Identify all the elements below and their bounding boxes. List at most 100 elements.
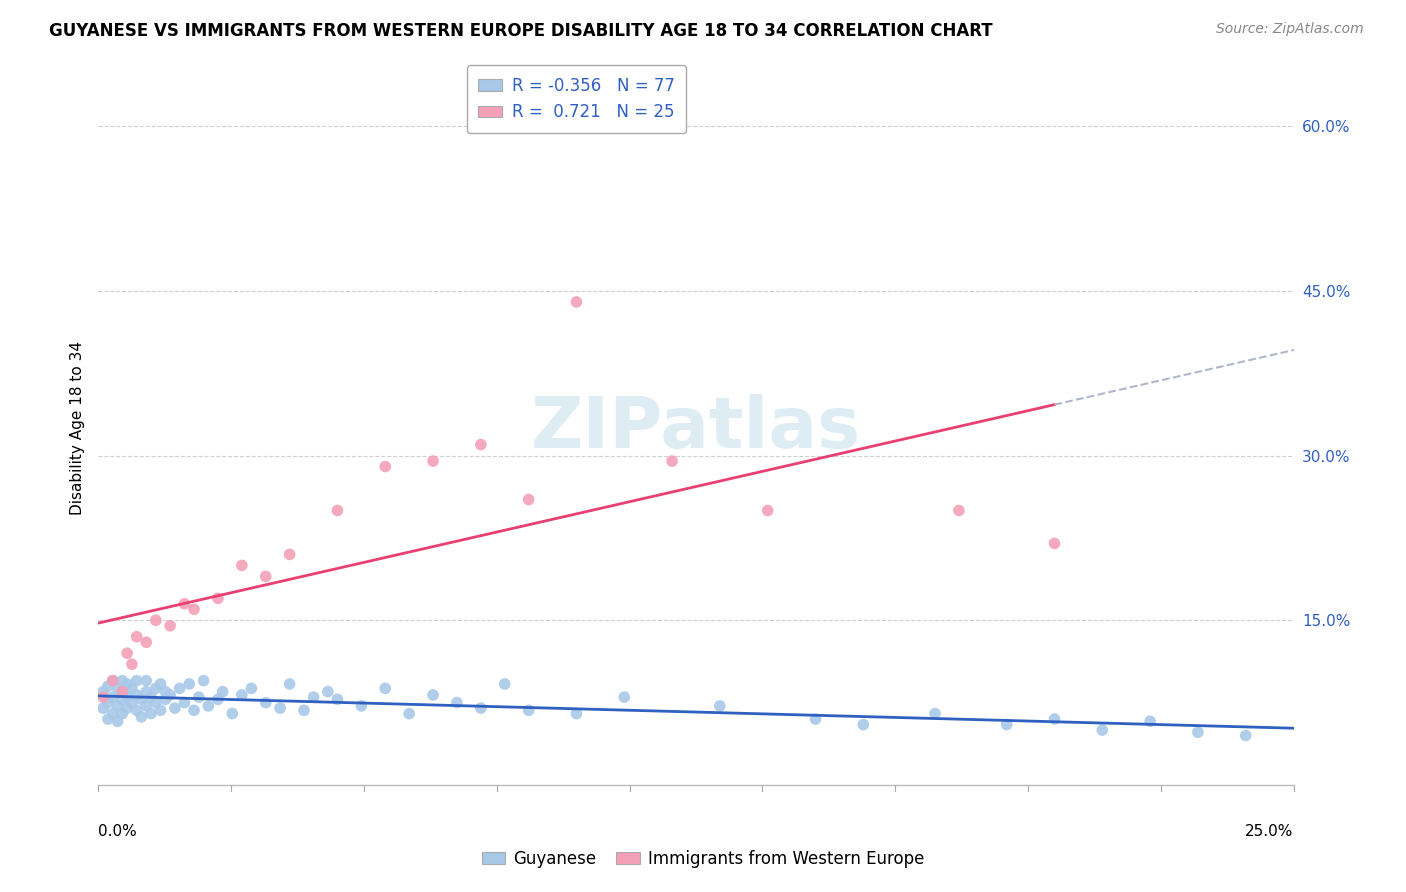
Point <box>197 698 219 713</box>
Point <box>709 698 731 713</box>
Point <box>269 701 291 715</box>
Point <box>169 681 191 696</box>
Point <box>101 690 124 705</box>
Point <box>398 706 420 721</box>
Point <box>292 703 315 717</box>
Point <box>125 673 148 688</box>
Point <box>125 688 148 702</box>
Point <box>326 692 349 706</box>
Point <box>207 692 229 706</box>
Point <box>97 712 120 726</box>
Point <box>159 688 181 702</box>
Point <box>254 696 277 710</box>
Point <box>1139 714 1161 729</box>
Point <box>183 602 205 616</box>
Point <box>240 681 263 696</box>
Y-axis label: Disability Age 18 to 34: Disability Age 18 to 34 <box>69 341 84 516</box>
Point <box>302 690 325 705</box>
Point <box>91 690 114 705</box>
Point <box>163 701 186 715</box>
Point <box>135 684 157 698</box>
Point <box>470 437 492 451</box>
Point <box>121 657 143 672</box>
Point <box>350 698 373 713</box>
Point <box>111 706 134 721</box>
Point <box>231 558 253 573</box>
Legend: R = -0.356   N = 77, R =  0.721   N = 25: R = -0.356 N = 77, R = 0.721 N = 25 <box>467 65 686 133</box>
Text: Source: ZipAtlas.com: Source: ZipAtlas.com <box>1216 22 1364 37</box>
Text: GUYANESE VS IMMIGRANTS FROM WESTERN EUROPE DISABILITY AGE 18 TO 34 CORRELATION C: GUYANESE VS IMMIGRANTS FROM WESTERN EURO… <box>49 22 993 40</box>
Point <box>1091 723 1114 737</box>
Point <box>121 681 143 696</box>
Point <box>107 681 129 696</box>
Point <box>278 548 301 562</box>
Point <box>995 717 1018 731</box>
Point <box>1234 729 1257 743</box>
Point <box>125 703 148 717</box>
Point <box>131 692 153 706</box>
Point <box>91 701 114 715</box>
Point <box>422 454 444 468</box>
Point <box>145 696 167 710</box>
Point <box>193 673 215 688</box>
Point <box>111 692 134 706</box>
Point <box>101 673 124 688</box>
Point <box>149 677 172 691</box>
Point <box>221 706 243 721</box>
Point <box>254 569 277 583</box>
Point <box>661 454 683 468</box>
Point <box>278 677 301 691</box>
Point <box>517 492 540 507</box>
Point <box>101 673 124 688</box>
Point <box>155 692 177 706</box>
Point <box>115 646 138 660</box>
Point <box>125 630 148 644</box>
Point <box>135 635 157 649</box>
Point <box>131 710 153 724</box>
Point <box>173 696 195 710</box>
Point <box>135 673 157 688</box>
Point <box>91 684 114 698</box>
Point <box>139 690 162 705</box>
Text: 0.0%: 0.0% <box>98 824 138 839</box>
Point <box>1043 712 1066 726</box>
Point <box>187 690 209 705</box>
Point <box>149 703 172 717</box>
Point <box>115 677 138 691</box>
Point <box>139 706 162 721</box>
Point <box>613 690 636 705</box>
Point <box>107 698 129 713</box>
Point <box>115 690 138 705</box>
Point <box>374 459 396 474</box>
Point <box>207 591 229 606</box>
Point <box>145 681 167 696</box>
Text: ZIPatlas: ZIPatlas <box>531 393 860 463</box>
Point <box>1043 536 1066 550</box>
Text: 25.0%: 25.0% <box>1246 824 1294 839</box>
Point <box>159 619 181 633</box>
Point <box>179 677 201 691</box>
Point <box>155 684 177 698</box>
Point <box>470 701 492 715</box>
Point <box>211 684 233 698</box>
Point <box>111 673 134 688</box>
Point <box>135 698 157 713</box>
Point <box>107 714 129 729</box>
Point <box>326 503 349 517</box>
Point <box>101 706 124 721</box>
Point <box>97 696 120 710</box>
Point <box>1187 725 1209 739</box>
Point <box>145 613 167 627</box>
Point <box>852 717 875 731</box>
Point <box>231 688 253 702</box>
Point <box>115 701 138 715</box>
Point <box>111 684 134 698</box>
Point <box>494 677 516 691</box>
Point <box>565 294 588 309</box>
Point <box>374 681 396 696</box>
Point <box>924 706 946 721</box>
Point <box>316 684 339 698</box>
Legend: Guyanese, Immigrants from Western Europe: Guyanese, Immigrants from Western Europe <box>475 844 931 875</box>
Point <box>804 712 827 726</box>
Point <box>121 696 143 710</box>
